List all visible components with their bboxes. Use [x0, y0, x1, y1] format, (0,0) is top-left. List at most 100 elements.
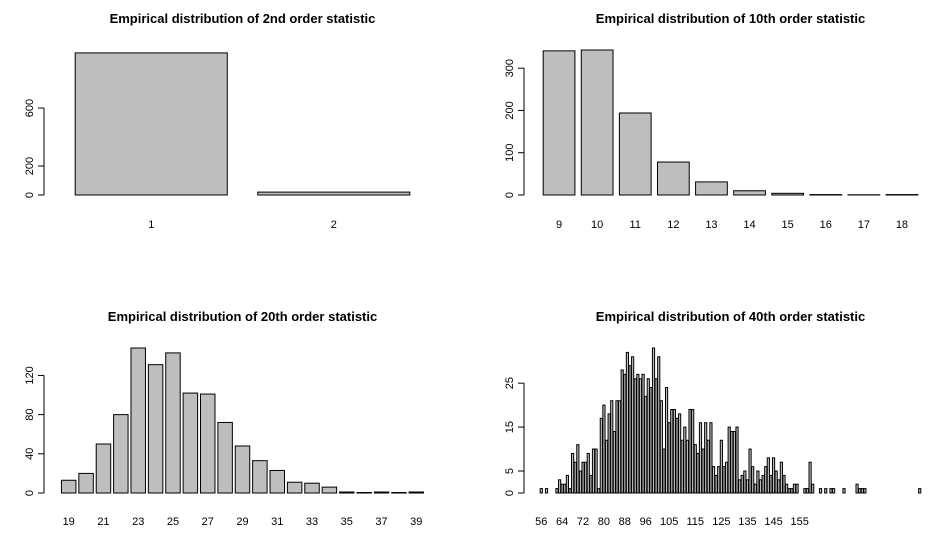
bar-108	[676, 418, 678, 493]
bar-32	[287, 482, 301, 493]
x-tick-label: 35	[341, 516, 353, 528]
x-tick-label: 27	[202, 516, 214, 528]
y-tick-label: 0	[24, 490, 36, 496]
x-tick-label: 1	[148, 219, 154, 231]
bar-111	[684, 427, 686, 493]
bar-143	[767, 458, 769, 493]
x-tick-label: 31	[271, 516, 283, 528]
chart-title: Empirical distribution of 20th order sta…	[108, 309, 377, 324]
bar-67	[569, 489, 571, 493]
bar-26	[183, 393, 197, 493]
bar-95	[642, 374, 644, 493]
bar-107	[673, 410, 675, 493]
bar-24	[148, 365, 162, 493]
x-tick-label: 135	[738, 516, 756, 528]
bar-133	[741, 475, 743, 493]
bar-9	[543, 51, 575, 195]
bar-137	[752, 467, 754, 493]
chart-0: Empirical distribution of 2nd order stat…	[24, 11, 410, 231]
bar-30	[253, 461, 267, 493]
x-tick-label: 88	[619, 516, 631, 528]
x-tick-label: 13	[705, 219, 717, 231]
bar-101	[658, 357, 660, 493]
x-tick-label: 29	[236, 516, 248, 528]
bar-131	[736, 427, 738, 493]
bar-113	[689, 410, 691, 493]
bar-20	[79, 473, 93, 493]
bar-135	[746, 480, 748, 493]
bar-undefined	[806, 489, 808, 493]
bar-118	[702, 449, 704, 493]
bar-120	[707, 440, 709, 493]
bar-142	[765, 467, 767, 493]
y-tick-label: 80	[24, 408, 36, 420]
bar-140	[759, 480, 761, 493]
y-tick-label: 5	[504, 468, 516, 474]
bar-86	[619, 401, 621, 493]
chart-title: Empirical distribution of 2nd order stat…	[110, 11, 376, 26]
bar-144	[770, 475, 772, 493]
bar-1	[75, 53, 227, 195]
x-tick-label: 145	[764, 516, 782, 528]
bar-65	[564, 484, 566, 493]
bar-94	[639, 379, 641, 493]
bar-115	[694, 445, 696, 493]
bar-70	[577, 445, 579, 493]
y-tick-label: 25	[504, 377, 516, 389]
bar-undefined	[812, 484, 814, 493]
bar-97	[647, 379, 649, 493]
bar-148	[780, 462, 782, 493]
bar-85	[616, 401, 618, 493]
bar-64	[561, 484, 563, 493]
bar-58	[545, 489, 547, 493]
bar-undefined	[809, 462, 811, 493]
x-tick-label: 125	[712, 516, 730, 528]
bar-39	[409, 492, 423, 493]
bar-80	[603, 405, 605, 493]
bar-undefined	[843, 489, 845, 493]
bar-75	[590, 475, 592, 493]
y-tick-label: 200	[24, 157, 36, 175]
bar-141	[762, 475, 764, 493]
bar-90	[629, 366, 631, 493]
bar-19	[61, 480, 75, 493]
bar-116	[697, 453, 699, 493]
bar-undefined	[830, 489, 832, 493]
bar-undefined	[856, 484, 858, 493]
bar-25	[166, 353, 180, 493]
bar-82	[608, 414, 610, 493]
bar-undefined	[832, 489, 834, 493]
bar-79	[600, 418, 602, 493]
bar-147	[778, 480, 780, 493]
bar-27	[201, 394, 215, 493]
y-tick-label: 0	[504, 490, 516, 496]
x-tick-label: 12	[667, 219, 679, 231]
bar-33	[305, 483, 319, 493]
x-tick-label: 11	[630, 219, 641, 231]
bar-128	[728, 427, 730, 493]
bar-22	[114, 415, 128, 493]
bar-undefined	[825, 489, 827, 493]
bar-151	[788, 489, 790, 493]
bar-117	[699, 423, 701, 493]
bar-72	[582, 462, 584, 493]
x-tick-label: 105	[660, 516, 678, 528]
bar-119	[705, 423, 707, 493]
x-tick-label: 23	[132, 516, 144, 528]
bar-81	[605, 440, 607, 493]
chart-title: Empirical distribution of 10th order sta…	[596, 11, 865, 26]
y-tick-label: 100	[504, 144, 516, 162]
bar-93	[637, 374, 639, 493]
bar-21	[96, 444, 110, 493]
bar-100	[655, 379, 657, 493]
bar-87	[621, 370, 623, 493]
x-tick-label: 16	[820, 219, 832, 231]
bar-114	[692, 410, 694, 493]
x-tick-label: 64	[556, 516, 568, 528]
bar-123	[715, 475, 717, 493]
bar-110	[681, 440, 683, 493]
bar-138	[754, 484, 756, 493]
bar-136	[749, 449, 751, 493]
bar-undefined	[919, 489, 921, 493]
